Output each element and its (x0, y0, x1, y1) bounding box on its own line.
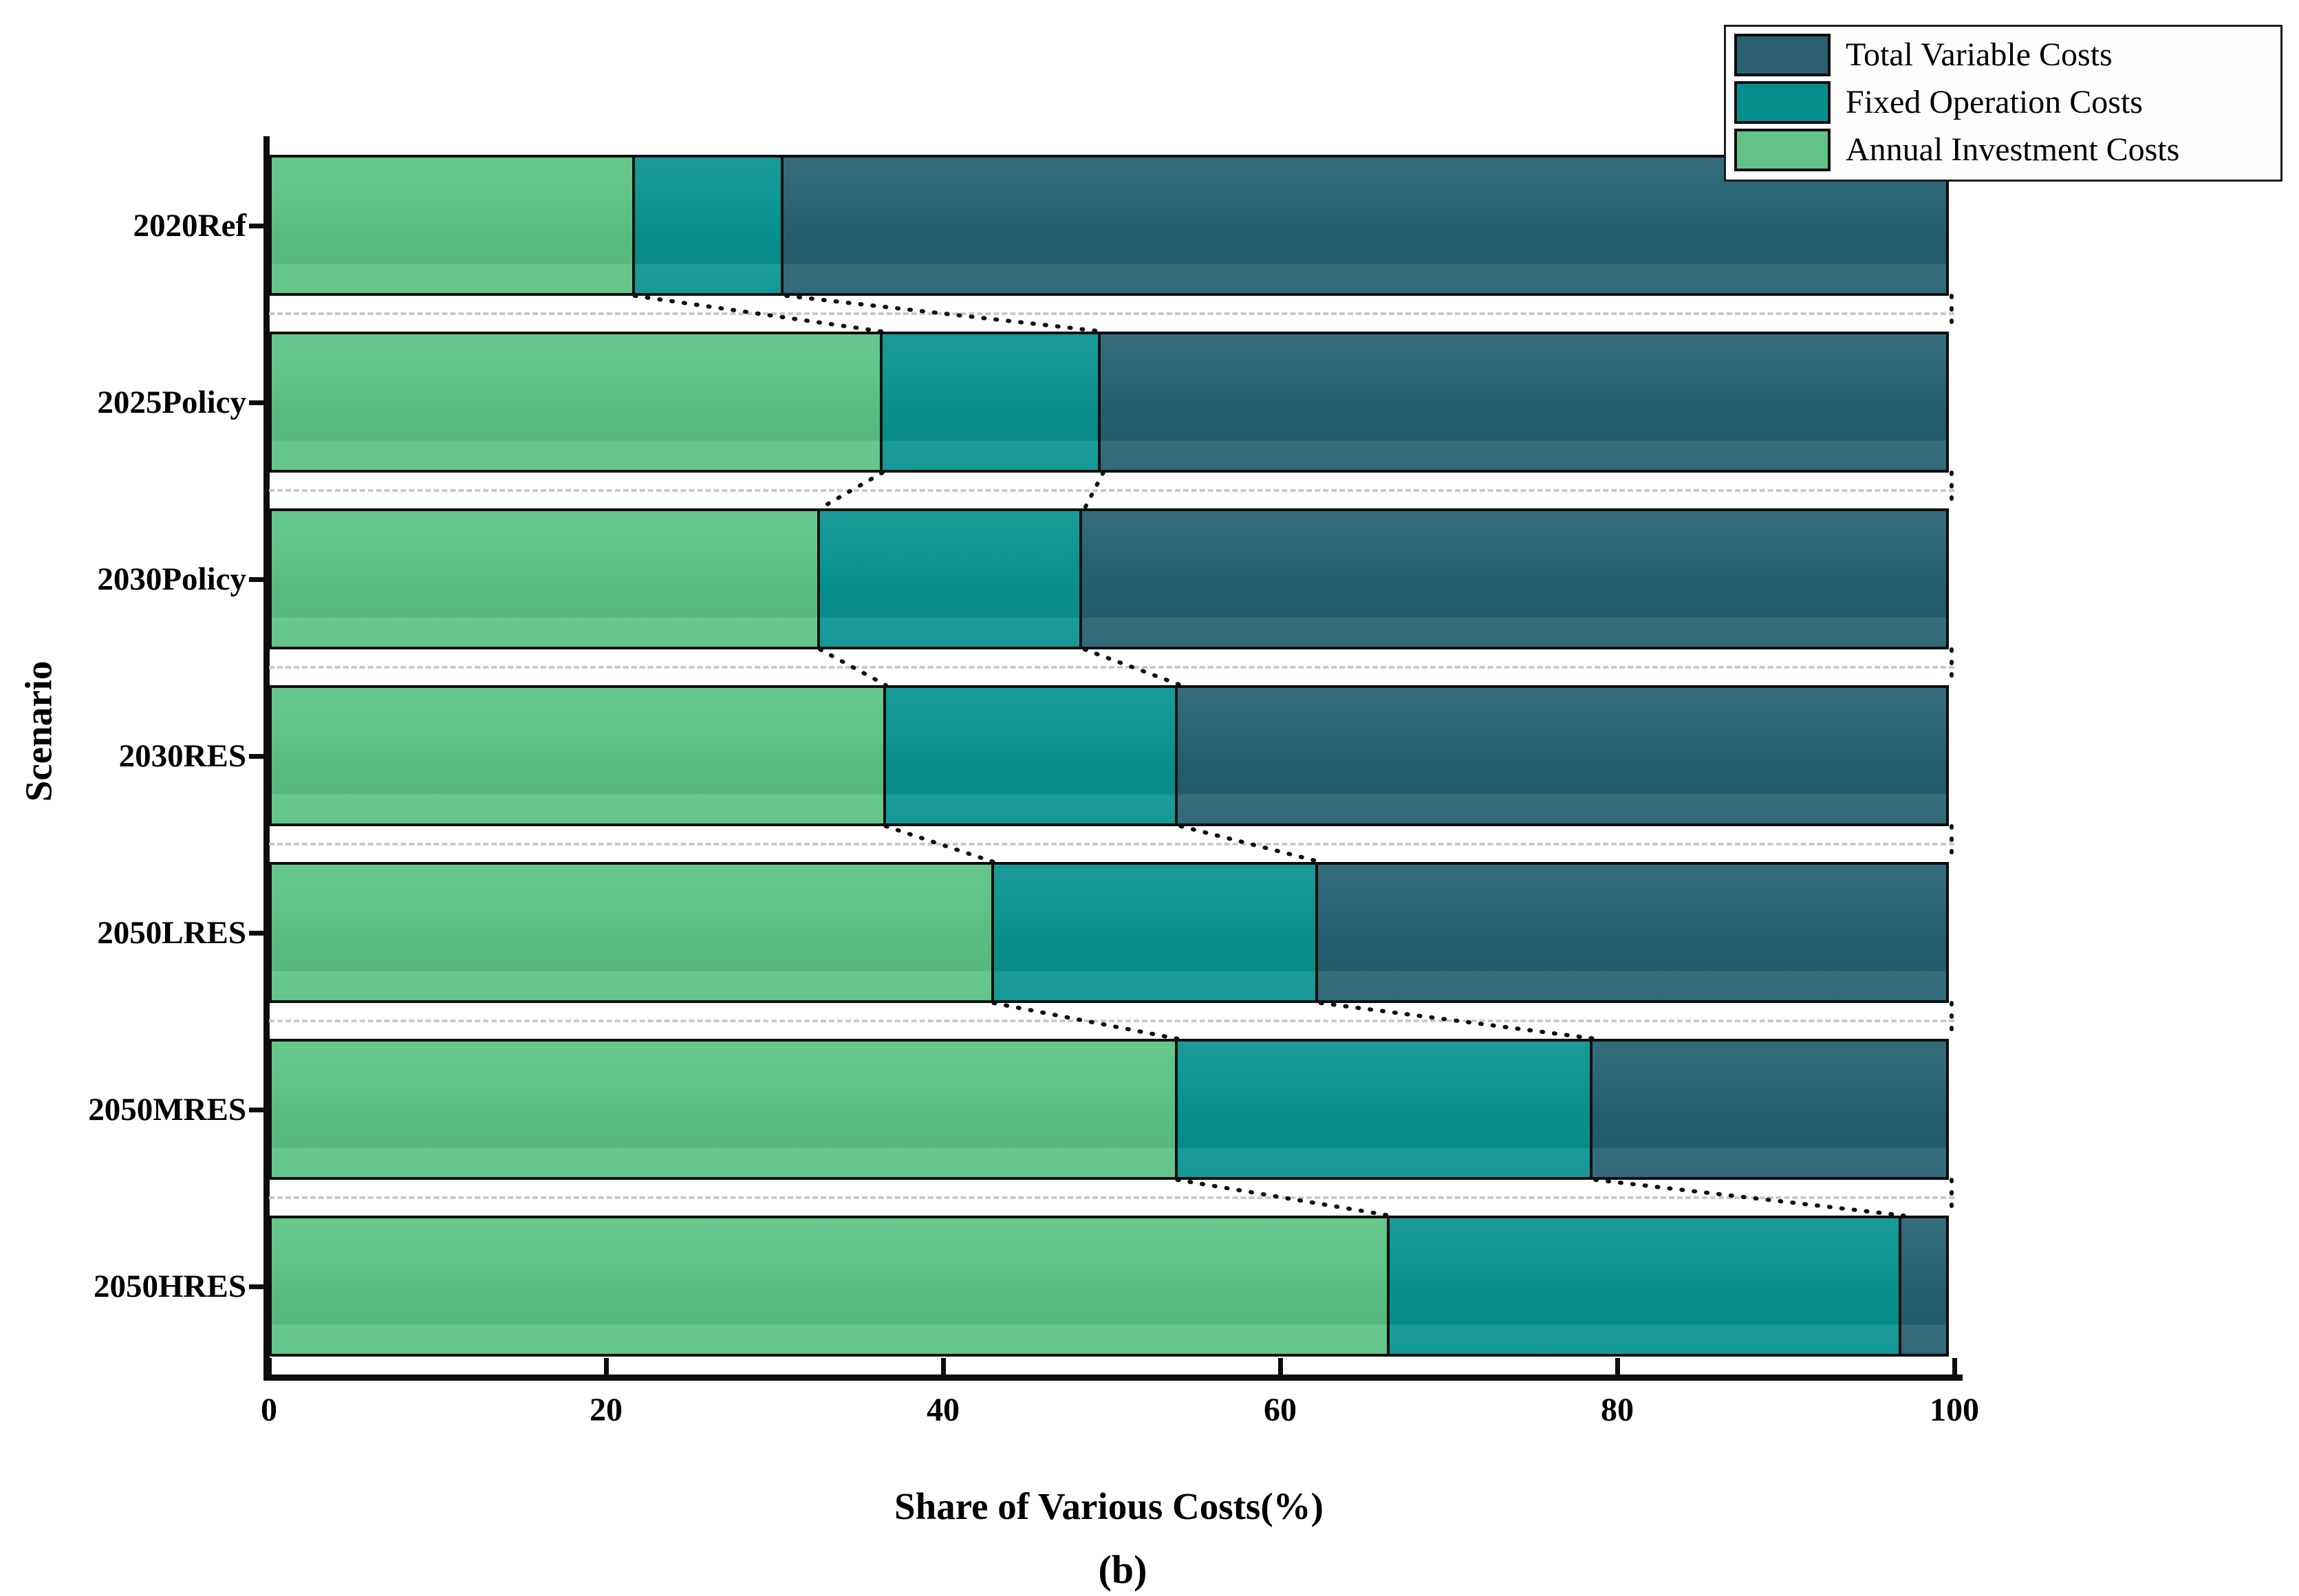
bar-segment-fixed-operation-costs (879, 332, 1101, 473)
bar-2030policy (269, 508, 1954, 649)
connector-fixed-boundary (1082, 471, 1105, 510)
bar-segment-total-variable-costs (781, 155, 1949, 296)
y-tick-label-2025policy: 2025Policy (97, 384, 246, 420)
connector-fixed-boundary (1318, 1001, 1598, 1041)
bar-segment-total-variable-costs (1079, 508, 1949, 649)
connector-investment-boundary (818, 471, 885, 510)
connector-investment-boundary (883, 824, 996, 864)
bar-segment-total-variable-costs (1097, 332, 1949, 473)
gap-gridline (269, 489, 1954, 492)
x-tick (1952, 1358, 1957, 1374)
y-axis-line (263, 136, 270, 1380)
bar-segment-fixed-operation-costs (817, 508, 1082, 649)
bar-segment-fixed-operation-costs (1174, 1039, 1593, 1180)
bar-segment-annual-investment-costs (269, 862, 994, 1003)
y-tick (249, 400, 263, 405)
x-tick-label-100: 100 (1930, 1392, 1979, 1428)
gap-gridline (269, 1020, 1954, 1022)
legend-row-annual-investment-costs: Annual Investment Costs (1734, 127, 2274, 173)
y-tick (249, 223, 263, 228)
legend-swatch-fixed-operation-costs (1734, 81, 1831, 124)
x-tick (941, 1358, 946, 1374)
x-axis-title: Share of Various Costs(%) (894, 1485, 1324, 1527)
y-tick (249, 576, 263, 582)
bar-segment-annual-investment-costs (269, 685, 886, 826)
connector-investment-boundary (632, 294, 885, 334)
x-axis-line (263, 1374, 1963, 1381)
y-tick-label-2020ref: 2020Ref (133, 207, 246, 244)
gap-gridline (269, 843, 1954, 845)
gap-gridline (269, 312, 1954, 315)
legend-swatch-annual-investment-costs (1734, 129, 1831, 171)
legend: Total Variable Costs Fixed Operation Cost… (1724, 25, 2282, 182)
bar-segment-annual-investment-costs (269, 332, 883, 473)
subfigure-caption: (b) (1098, 1547, 1147, 1592)
y-tick (249, 753, 263, 759)
legend-label: Total Variable Costs (1846, 36, 2113, 73)
y-tick-label-2030policy: 2030Policy (97, 561, 246, 597)
bar-2050mres (269, 1039, 1954, 1180)
x-tick-label-40: 40 (927, 1392, 960, 1428)
bar-segment-total-variable-costs (1898, 1216, 1949, 1357)
connector-investment-boundary (818, 647, 888, 687)
y-tick (249, 1284, 263, 1289)
bar-segment-fixed-operation-costs (991, 862, 1318, 1003)
bar-segment-fixed-operation-costs (883, 685, 1178, 826)
x-tick (1278, 1358, 1283, 1374)
bar-segment-annual-investment-costs (269, 508, 821, 649)
y-tick-label-2030res: 2030RES (118, 737, 246, 774)
bar-2020ref (269, 155, 1954, 296)
bar-segment-total-variable-costs (1315, 862, 1949, 1003)
y-tick-label-2050mres: 2050MRES (88, 1091, 246, 1128)
x-tick-label-20: 20 (590, 1392, 623, 1428)
y-tick (249, 930, 263, 936)
x-tick-label-0: 0 (261, 1392, 277, 1428)
legend-label: Fixed Operation Costs (1846, 84, 2143, 120)
bar-segment-annual-investment-costs (269, 1216, 1390, 1357)
y-tick (249, 1107, 263, 1112)
connector-investment-boundary (1175, 1178, 1392, 1218)
legend-row-fixed-operation-costs: Fixed Operation Costs (1734, 80, 2274, 125)
legend-swatch-total-variable-costs (1734, 34, 1831, 76)
connector-investment-boundary (991, 1001, 1180, 1041)
x-tick (1615, 1358, 1620, 1374)
bar-segment-total-variable-costs (1590, 1039, 1949, 1180)
bar-segment-fixed-operation-costs (632, 155, 784, 296)
gap-gridline (269, 1196, 1954, 1199)
connector-fixed-boundary (784, 294, 1105, 334)
x-tick-label-60: 60 (1264, 1392, 1297, 1428)
bar-2025policy (269, 332, 1954, 473)
x-tick-label-80: 80 (1601, 1392, 1634, 1428)
connector-fixed-boundary (1178, 824, 1323, 864)
connector-fixed-boundary (1082, 647, 1183, 687)
bar-segment-total-variable-costs (1175, 685, 1949, 826)
bar-2030res (269, 685, 1954, 826)
x-tick (267, 1358, 272, 1374)
x-tick (604, 1358, 609, 1374)
y-tick-label-2050lres: 2050LRES (97, 914, 246, 951)
legend-label: Annual Investment Costs (1846, 131, 2180, 168)
legend-row-total-variable-costs: Total Variable Costs (1734, 32, 2274, 78)
bar-2050lres (269, 862, 1954, 1003)
connector-fixed-boundary (1593, 1178, 1906, 1218)
bar-2050hres (269, 1216, 1954, 1357)
gap-gridline (269, 666, 1954, 669)
y-tick-label-2050hres: 2050HRES (94, 1268, 246, 1304)
bar-segment-annual-investment-costs (269, 155, 635, 296)
